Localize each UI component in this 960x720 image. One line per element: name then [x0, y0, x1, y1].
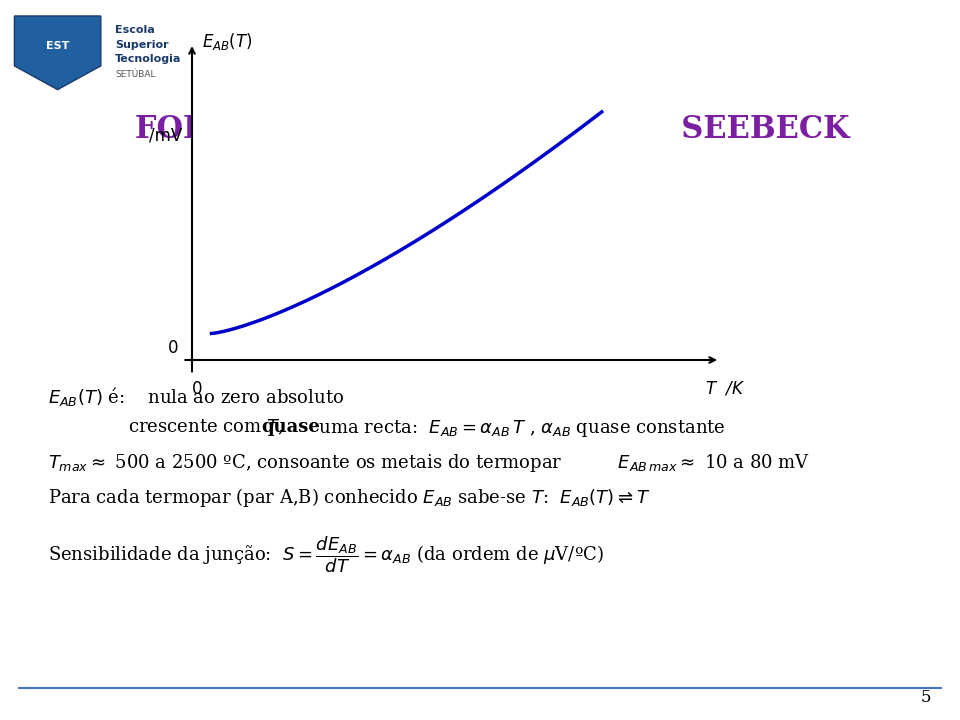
- Text: Tecnologia: Tecnologia: [115, 54, 181, 64]
- Text: quase: quase: [261, 418, 320, 436]
- Text: uma recta:  $E_{AB} = \alpha_{AB}\,T$ , $\alpha_{AB}$ quase constante: uma recta: $E_{AB} = \alpha_{AB}\,T$ , $…: [313, 418, 726, 438]
- Text: $0$: $0$: [167, 340, 179, 358]
- Text: $T$  /K: $T$ /K: [705, 380, 745, 397]
- Polygon shape: [14, 16, 101, 89]
- Text: Superior: Superior: [115, 40, 169, 50]
- Text: SETÚBAL: SETÚBAL: [115, 70, 156, 79]
- Text: Para cada termopar (par A,B) conhecido $E_{AB}$ sabe-se $T$:  $E_{AB}(T) \rightl: Para cada termopar (par A,B) conhecido $…: [48, 486, 650, 509]
- Text: EST: EST: [46, 41, 69, 51]
- Text: $0$: $0$: [191, 380, 203, 397]
- Text: $E_{AB}(T)$: $E_{AB}(T)$: [202, 31, 252, 52]
- Text: 5: 5: [921, 688, 931, 706]
- Text: crescente com $T$,: crescente com $T$,: [48, 418, 285, 437]
- Text: Escola: Escola: [115, 25, 155, 35]
- Text: $T_{max} \approx$ 500 a 2500 ºC, consoante os metais do termopar          $E_{AB: $T_{max} \approx$ 500 a 2500 ºC, consoan…: [48, 452, 810, 474]
- Text: FORÇA  ELECTROMOTRIZ  DE  SEEBECK: FORÇA ELECTROMOTRIZ DE SEEBECK: [134, 114, 850, 145]
- Text: /mV: /mV: [149, 127, 182, 144]
- Text: $E_{AB}(T)$ é:    nula ao zero absoluto: $E_{AB}(T)$ é: nula ao zero absoluto: [48, 385, 345, 408]
- Text: Sensibilidade da junção:  $S = \dfrac{dE_{AB}}{dT} = \alpha_{AB}$ (da ordem de $: Sensibilidade da junção: $S = \dfrac{dE_…: [48, 534, 604, 575]
